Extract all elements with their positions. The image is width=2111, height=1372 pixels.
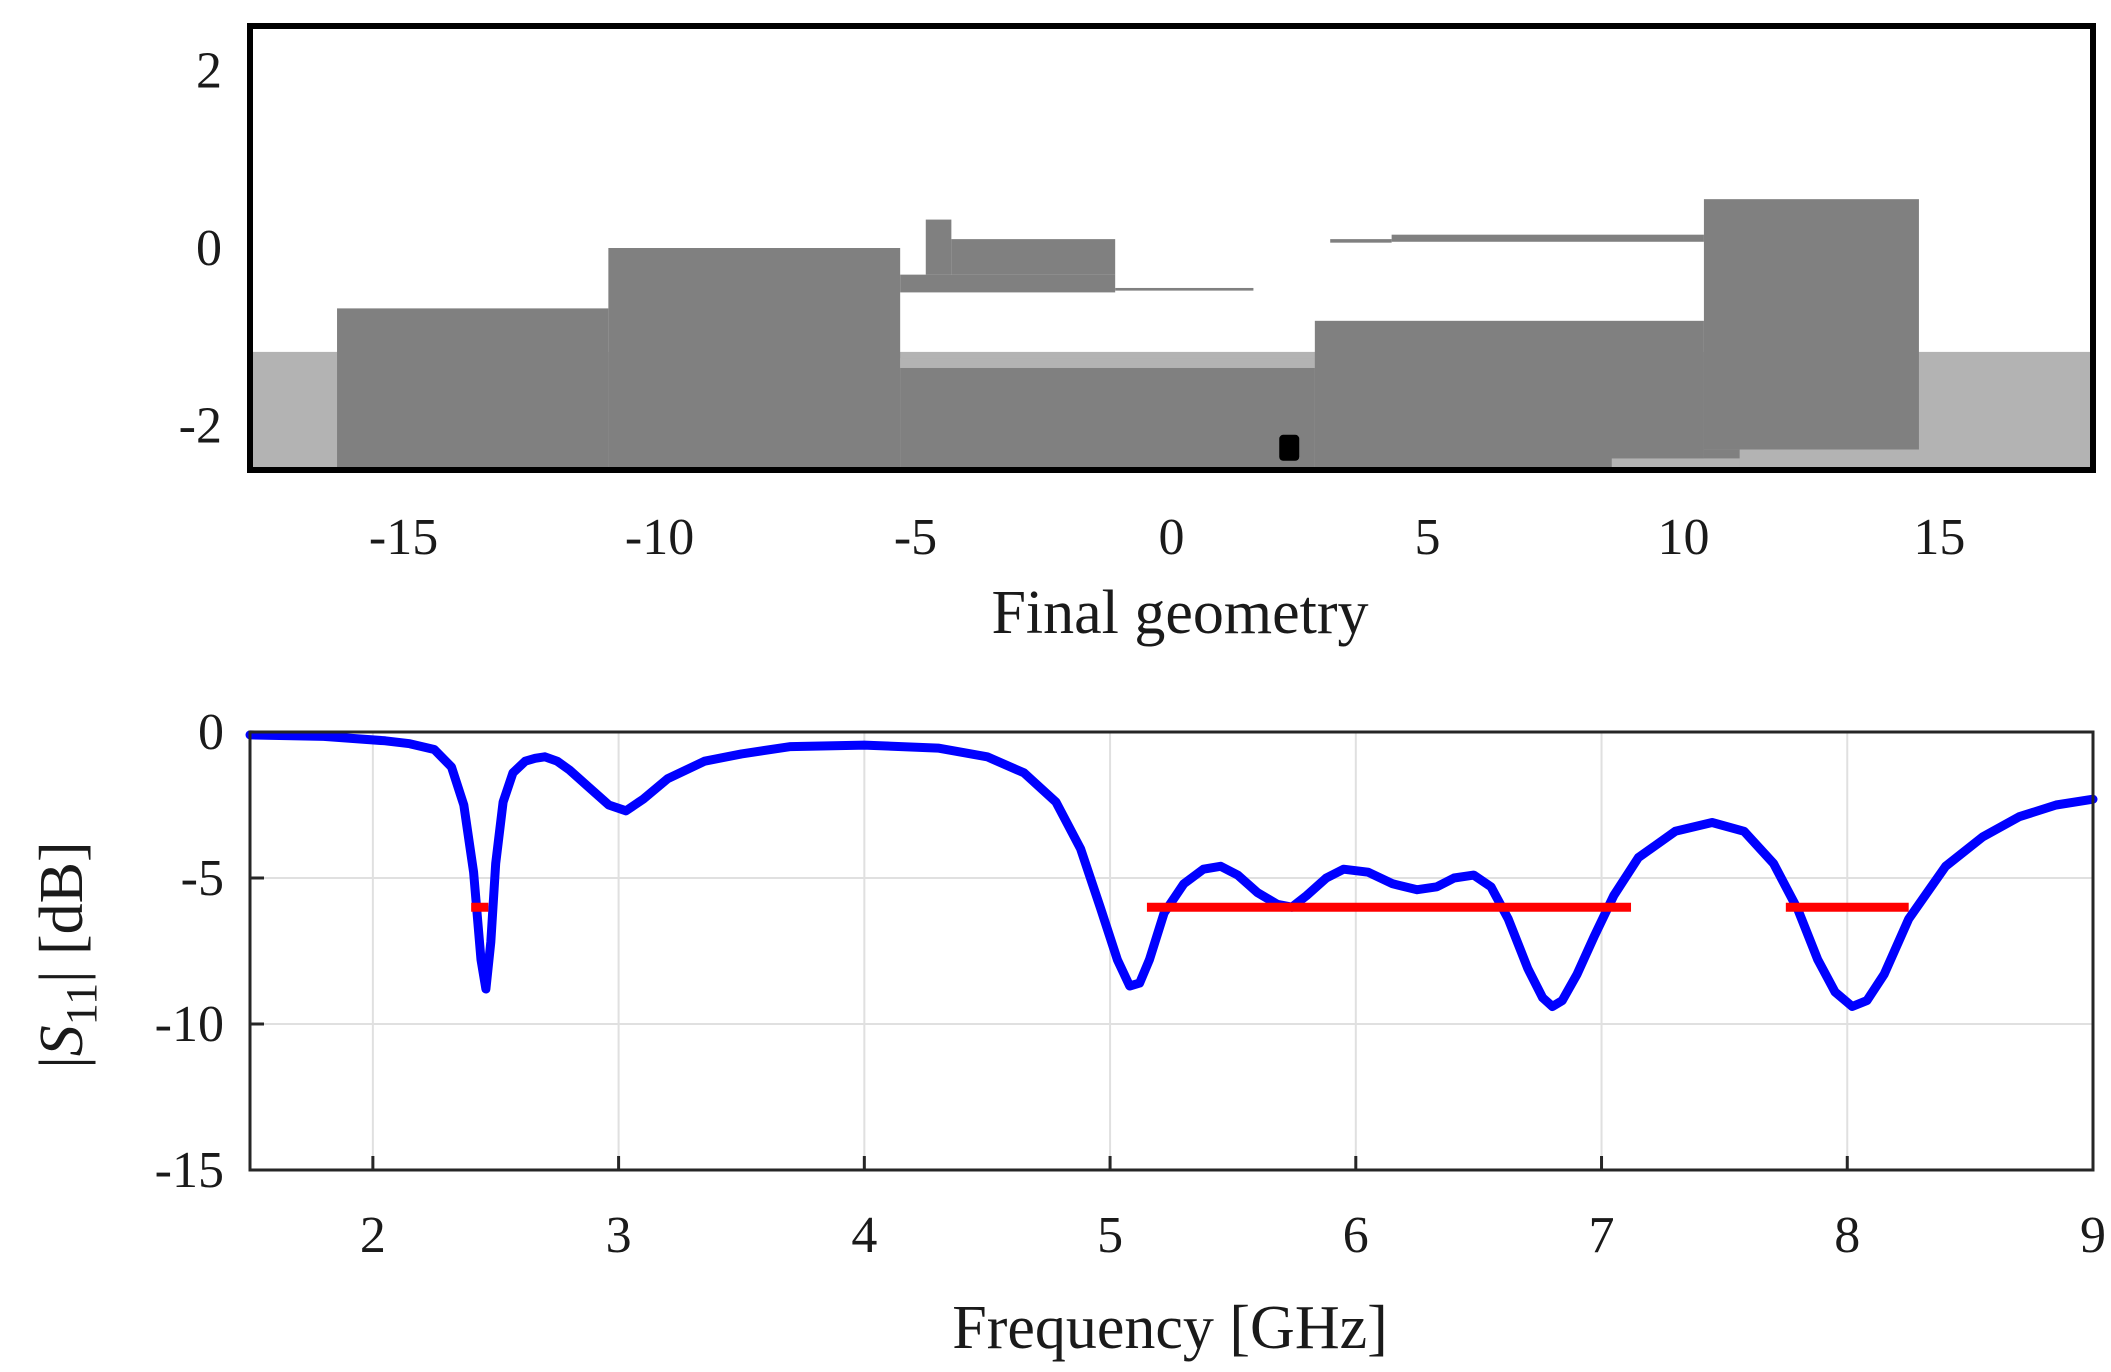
s11-series — [245, 730, 2098, 1011]
geometry-x-tick-label: -5 — [894, 509, 937, 566]
s11-y-ticks: 0 -5 -10 -15 — [155, 704, 264, 1199]
x-tick-label: 8 — [1834, 1207, 1860, 1264]
geometry-region-metal-right-high — [1703, 199, 1919, 450]
geometry-region-metal-right-mid — [1314, 320, 1704, 470]
geometry-region-metal-left-mid — [608, 248, 901, 470]
geometry-frame — [247, 23, 2096, 473]
x-tick-label: 2 — [360, 1207, 386, 1264]
series-s11-line — [245, 730, 2098, 1011]
geometry-x-ticks: -15 -10 -5 0 5 10 15 — [369, 509, 1965, 566]
x-tick-label: 7 — [1589, 1207, 1615, 1264]
geometry-region-metal-center-stub — [925, 219, 952, 275]
geometry-x-tick-label: 0 — [1159, 509, 1185, 566]
geometry-y-tick-label: -2 — [179, 398, 222, 455]
geometry-region-metal-center-strip — [951, 239, 1116, 275]
geometry-x-tick-label: -15 — [369, 509, 438, 566]
geometry-region-metal-right-high-foot — [1703, 449, 1740, 459]
s11-y-label-post: | [dB] — [28, 841, 96, 983]
s11-y-label-subscript: 11 — [57, 983, 106, 1025]
y-tick-label: 0 — [198, 704, 224, 761]
geometry-x-tick-label: 10 — [1657, 509, 1709, 566]
geometry-region-metal-center-base — [900, 367, 1315, 470]
geometry-y-ticks: 2 0 -2 — [179, 42, 222, 454]
x-tick-label: 9 — [2080, 1207, 2106, 1264]
y-tick-label: -10 — [155, 996, 224, 1053]
geometry-x-tick-label: -10 — [625, 509, 694, 566]
geometry-y-tick-label: 2 — [196, 42, 222, 99]
geometry-x-label: Final geometry — [991, 579, 1368, 647]
geometry-region-substrate-notch — [1611, 458, 1740, 470]
geometry-region-metal-right-top-thin — [1330, 239, 1392, 243]
x-tick-label: 5 — [1097, 1207, 1123, 1264]
geometry-feed-point — [1279, 434, 1300, 461]
y-tick-label: -5 — [181, 850, 224, 907]
geometry-region-substrate-center-band — [900, 358, 1315, 368]
geometry-region-metal-left-low — [337, 308, 609, 470]
s11-x-label: Frequency [GHz] — [952, 1294, 1388, 1362]
s11-y-label: |S11| [dB] — [28, 841, 106, 1068]
s11-x-ticks: 2 3 4 5 6 7 8 9 — [360, 1156, 2106, 1264]
geometry-y-tick-label: 0 — [196, 220, 222, 277]
geometry-region-metal-center-thin — [1115, 287, 1254, 291]
geometry-region-metal-right-top — [1391, 234, 1704, 242]
geometry-region-substrate-notch-step — [1739, 449, 1919, 470]
geometry-feed — [1279, 434, 1300, 461]
s11-frame — [248, 730, 2095, 1172]
geometry-region-metal-center-bridge — [900, 274, 1116, 293]
geometry-x-tick-label: 5 — [1414, 509, 1440, 566]
x-tick-label: 4 — [851, 1207, 877, 1264]
s11-y-label-pre: | — [28, 1056, 96, 1068]
y-tick-label: -15 — [155, 1142, 224, 1199]
geometry-regions — [250, 199, 2093, 470]
x-tick-label: 3 — [606, 1207, 632, 1264]
x-tick-label: 6 — [1343, 1207, 1369, 1264]
geometry-panel: -15 -10 -5 0 5 10 15 20-2 Final geometry — [179, 23, 2096, 647]
s11-panel: 2 3 4 5 6 7 8 9 0 -5 -10 -15 Frequency [GHz] |S11|… — [28, 704, 2106, 1362]
geometry-x-tick-label: 15 — [1913, 509, 1965, 566]
s11-y-label-symbol: S — [28, 1025, 96, 1056]
